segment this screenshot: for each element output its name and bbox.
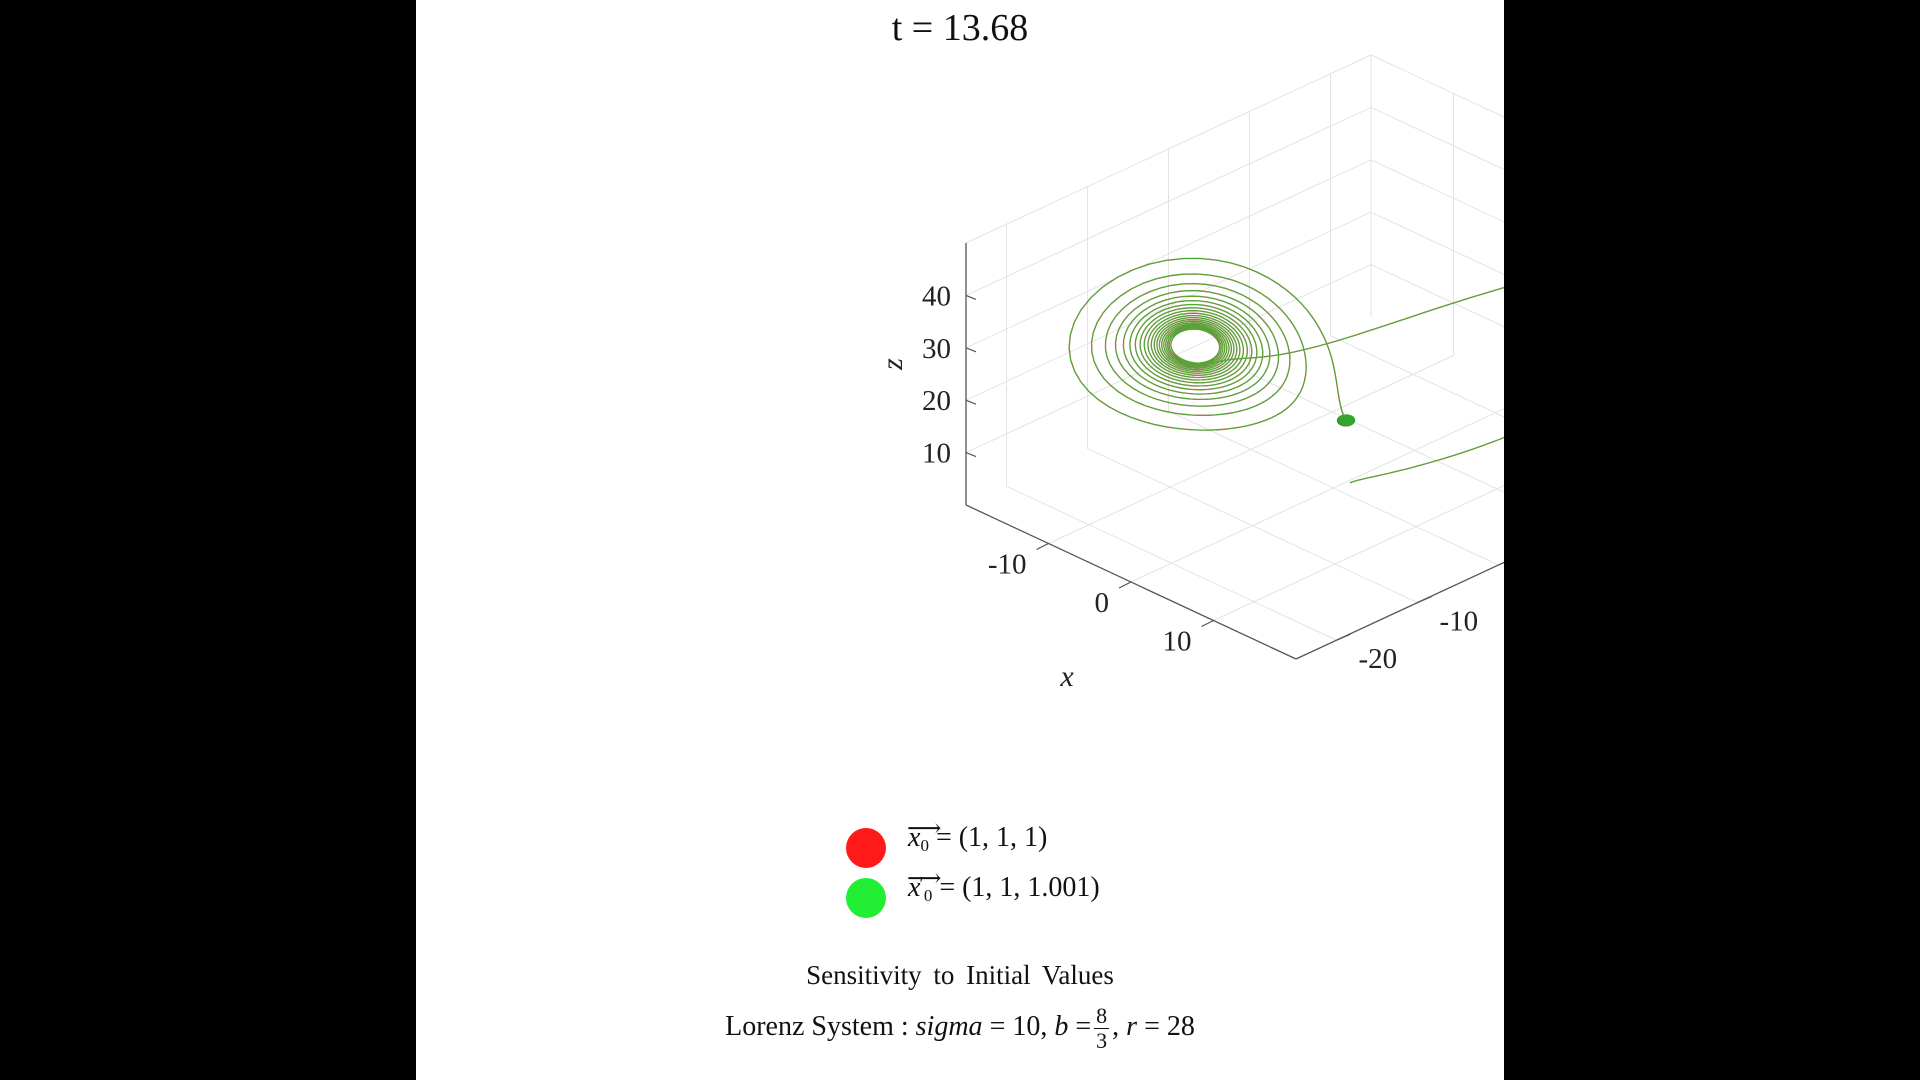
z-axis-label: z [876, 358, 909, 371]
current-point-marker-1 [1337, 414, 1356, 427]
y-tick-mark [1498, 561, 1504, 566]
x-tick-mark [1118, 581, 1132, 589]
grid-line [1370, 211, 1504, 275]
grid-line [1130, 408, 1504, 583]
y-tick-label: -10 [1440, 606, 1479, 638]
y-tick-mark [1417, 596, 1432, 604]
z-tick-label: 20 [922, 385, 951, 417]
z-tick-mark [965, 452, 977, 458]
legend-label-green: ⟶ x′0 = (1, 1, 1.001) [907, 866, 1100, 905]
x-tick-mark [1036, 542, 1049, 551]
z-tick-label: 10 [922, 438, 951, 470]
x-tick-mark [1201, 619, 1214, 628]
legend-item-red: ⟶ x0 = (1, 1, 1) [846, 816, 1166, 870]
grid-line [1087, 448, 1418, 604]
axes-layer [965, 243, 1504, 660]
chart-title: t = 13.68 [891, 7, 1029, 49]
grid-line [1330, 335, 1504, 418]
x-tick-label: 10 [1163, 626, 1192, 658]
x-tick-label: -10 [988, 549, 1027, 581]
grid-line [1370, 159, 1504, 223]
grid-line [1249, 372, 1504, 493]
grid-line [965, 106, 1372, 296]
caption-equation: Lorenz System : sigma = 10, b = 8 3, r = 2… [725, 1003, 1195, 1053]
trajectory-layer [1068, 257, 1504, 484]
grid-line [1370, 54, 1504, 118]
legend-value-green: = (1, 1, 1.001) [932, 872, 1100, 903]
legend: ⟶ x0 = (1, 1, 1) ⟶ x′0 = (1, 1, 1.001) [846, 816, 1166, 922]
grid-line [1006, 485, 1337, 641]
legend-item-green: ⟶ x′0 = (1, 1, 1.001) [846, 866, 1166, 920]
grid-line [1370, 106, 1504, 171]
trajectory-series-1 [1068, 257, 1504, 484]
grid-line [965, 211, 1372, 401]
x-axis-label: x [1059, 660, 1074, 693]
y-tick-mark [1336, 633, 1351, 641]
y-tick-label: -20 [1359, 643, 1398, 675]
legend-marker-red [846, 828, 886, 868]
z-tick-mark [965, 399, 977, 405]
grid-line [1168, 410, 1499, 566]
grid-line [1213, 485, 1504, 621]
z-tick-mark [965, 294, 977, 300]
legend-label-red: ⟶ x0 = (1, 1, 1) [907, 816, 1048, 855]
x-tick-label: 0 [1095, 587, 1110, 619]
legend-marker-green [846, 878, 886, 918]
grid-line [965, 159, 1372, 349]
z-tick-mark [965, 347, 977, 353]
caption-title: Sensitivity to Initial Values [806, 960, 1114, 990]
grid-layer [965, 54, 1504, 641]
grid-line [965, 54, 1372, 244]
grid-line [1370, 264, 1504, 328]
z-tick-label: 40 [922, 280, 951, 312]
z-tick-label: 30 [922, 333, 951, 365]
legend-value-red: = (1, 1, 1) [928, 822, 1048, 853]
